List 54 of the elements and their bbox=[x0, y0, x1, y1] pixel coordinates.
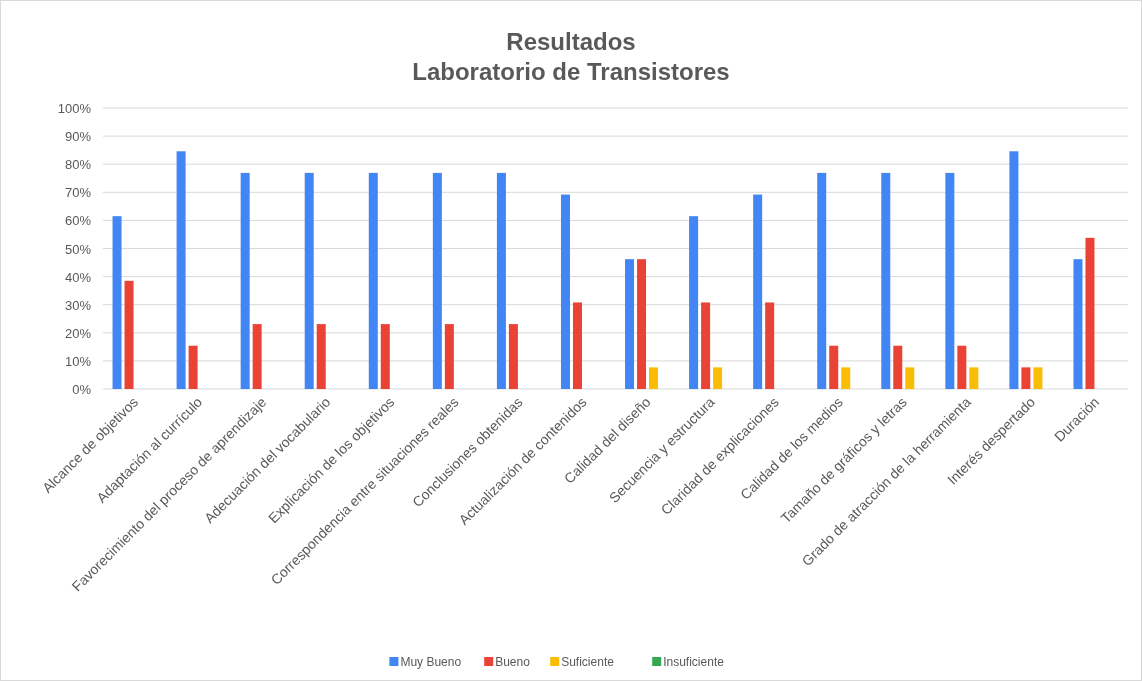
bar bbox=[124, 280, 134, 389]
legend-label: Muy Bueno bbox=[400, 655, 462, 669]
bar bbox=[316, 324, 326, 389]
bar bbox=[957, 345, 967, 389]
bar bbox=[713, 367, 723, 389]
bar bbox=[625, 259, 635, 389]
bar bbox=[881, 172, 891, 389]
bar bbox=[637, 259, 647, 389]
bar bbox=[380, 324, 390, 389]
bar bbox=[753, 194, 763, 389]
bar bbox=[432, 172, 442, 389]
bar bbox=[945, 172, 955, 389]
bar bbox=[1033, 367, 1043, 389]
bar bbox=[112, 216, 122, 389]
legend-label: Suficiente bbox=[561, 655, 615, 669]
y-tick-label: 100% bbox=[57, 101, 92, 116]
bar bbox=[841, 367, 851, 389]
bar bbox=[368, 172, 378, 389]
bar bbox=[304, 172, 314, 389]
bar bbox=[176, 151, 186, 389]
legend-label: Insuficiente bbox=[663, 655, 725, 669]
y-tick-label: 0% bbox=[72, 382, 92, 397]
bar bbox=[765, 302, 775, 389]
y-tick-label: 40% bbox=[64, 269, 92, 285]
bar bbox=[701, 302, 711, 389]
bar bbox=[905, 367, 915, 389]
bar bbox=[496, 172, 506, 389]
chart-title: Resultados Laboratorio de Transistores bbox=[412, 28, 730, 85]
y-tick-label: 20% bbox=[64, 325, 92, 341]
y-tick-label: 10% bbox=[64, 353, 92, 369]
bar bbox=[572, 302, 582, 389]
bar bbox=[817, 172, 827, 389]
bar bbox=[560, 194, 570, 389]
bar bbox=[188, 345, 198, 389]
y-tick-label: 80% bbox=[64, 157, 92, 173]
y-tick-label: 60% bbox=[64, 213, 92, 229]
bar bbox=[1009, 151, 1019, 389]
bar bbox=[508, 324, 518, 389]
bar bbox=[1073, 259, 1083, 389]
y-tick-label: 90% bbox=[64, 129, 92, 145]
bar bbox=[1085, 237, 1095, 389]
bar bbox=[240, 172, 250, 389]
bar bbox=[689, 216, 699, 389]
bar bbox=[649, 367, 659, 389]
bar bbox=[969, 367, 979, 389]
bar bbox=[444, 324, 454, 389]
bar bbox=[829, 345, 839, 389]
y-tick-label: 50% bbox=[64, 241, 92, 257]
bar bbox=[1021, 367, 1031, 389]
bar bbox=[252, 324, 262, 389]
y-tick-label: 30% bbox=[64, 297, 92, 313]
bar bbox=[893, 345, 903, 389]
legend-label: Bueno bbox=[495, 655, 531, 669]
y-tick-label: 70% bbox=[64, 185, 92, 201]
